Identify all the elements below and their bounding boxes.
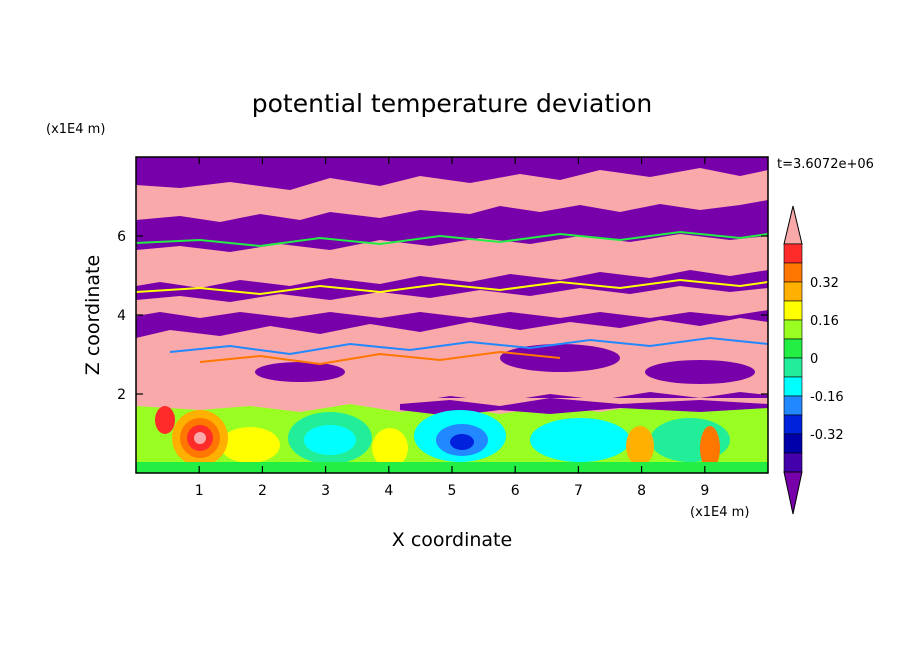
x-axis-title: X coordinate [392, 529, 512, 551]
colorbar-level-label: 0.32 [810, 276, 839, 291]
cold-pocket [645, 360, 755, 384]
chart-title: potential temperature deviation [252, 89, 652, 118]
colorbar-bin [783, 395, 803, 416]
colorbar-level-label: 0.16 [810, 314, 839, 329]
y-unit-label: (x1E4 m) [46, 122, 105, 137]
colorbar-bin [783, 376, 803, 397]
fringe-line [136, 230, 768, 248]
y-axis: 2 4 6 [117, 229, 768, 403]
eddy [220, 427, 280, 463]
y-tick-label: 4 [117, 308, 126, 324]
y-axis-title: Z coordinate [82, 255, 104, 375]
contour-field [136, 157, 768, 473]
x-tick-label: 7 [574, 483, 583, 499]
colorbar-overflow-high [783, 205, 803, 245]
eddy [450, 434, 474, 450]
fringe-line [169, 336, 768, 356]
colorbar-bin [783, 319, 803, 340]
warm-streak [155, 406, 175, 434]
fringe-line [136, 278, 768, 296]
x-tick-label: 6 [511, 483, 520, 499]
colorbar-level-label: -0.16 [810, 390, 844, 405]
eddy [530, 418, 630, 462]
colorbar-bin [783, 433, 803, 454]
time-label: t=3.6072e+06 [777, 157, 874, 172]
colorbar-level-label: -0.32 [810, 428, 844, 443]
band-positive-upper [136, 168, 768, 222]
x-axis: 1 2 3 4 5 6 7 8 9 [195, 157, 709, 499]
colorbar-bin [783, 243, 803, 264]
band-positive-mid-upper [136, 234, 768, 288]
colorbar-level-label: 0 [810, 352, 818, 367]
x-tick-label: 4 [384, 483, 393, 499]
eddy [372, 428, 408, 468]
fringe-line [199, 350, 561, 366]
x-tick-label: 5 [448, 483, 457, 499]
colorbar-bin [783, 357, 803, 378]
eddy [304, 425, 356, 455]
x-tick-label: 1 [195, 483, 204, 499]
warm-core [194, 432, 206, 444]
colorbar-bin [783, 414, 803, 435]
colorbar: 0.32 0.16 0 -0.16 -0.32 [783, 205, 844, 515]
eddy [700, 426, 720, 470]
colorbar-bin [783, 262, 803, 283]
colorbar-bin [783, 338, 803, 359]
x-unit-label: (x1E4 m) [690, 505, 749, 520]
cold-pocket [255, 362, 345, 382]
y-tick-label: 6 [117, 229, 126, 245]
eddy [626, 426, 654, 466]
band-positive-mid [136, 286, 768, 318]
colorbar-bin [783, 452, 803, 473]
band-positive-lower [136, 318, 768, 406]
plot-area [135, 156, 769, 474]
boundary-layer-fringe [400, 398, 768, 416]
x-tick-label: 3 [321, 483, 330, 499]
colorbar-bin [783, 281, 803, 302]
x-tick-label: 9 [700, 483, 709, 499]
colorbar-overflow-low [783, 471, 803, 515]
x-tick-label: 8 [637, 483, 646, 499]
x-tick-label: 2 [258, 483, 267, 499]
y-tick-label: 2 [117, 387, 126, 403]
colorbar-bin [783, 300, 803, 321]
